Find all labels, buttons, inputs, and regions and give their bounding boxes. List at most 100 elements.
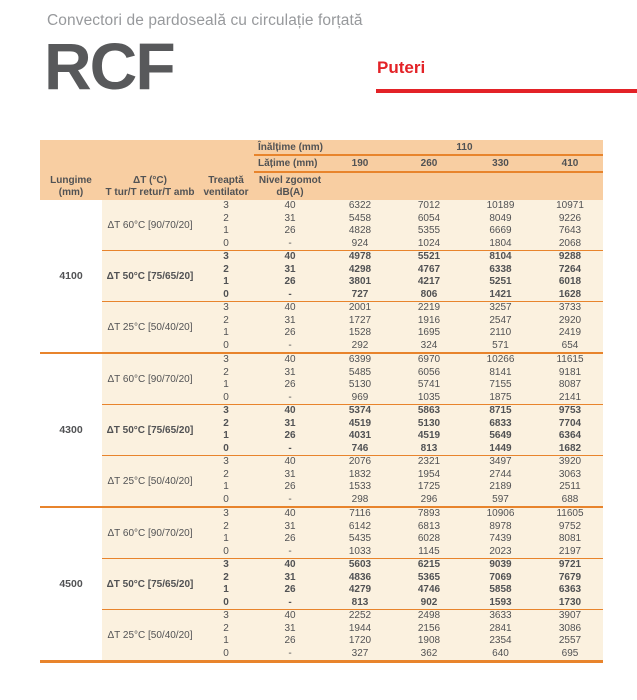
power-value-cell: 6056 — [417, 366, 441, 378]
fan-step-cell: 0 — [223, 391, 229, 403]
power-value-cell: 7116 — [349, 508, 371, 519]
power-value-cell: 1682 — [558, 442, 582, 454]
power-value-cell: 9288 — [558, 251, 582, 262]
power-value-cell: 2841 — [489, 622, 512, 634]
power-value-cell: 7679 — [558, 571, 582, 583]
fan-step-cell: 1 — [223, 481, 229, 492]
fan-step-cell: 2 — [223, 571, 229, 583]
power-value-cell: 8104 — [489, 251, 512, 262]
power-value-cell: 9181 — [558, 366, 582, 378]
power-value-cell: 1725 — [417, 481, 441, 492]
power-value-cell: 3920 — [558, 456, 582, 467]
header-divider — [254, 154, 603, 156]
col-header-dt: ΔT (°C) T tur/T retur/T amb — [105, 174, 195, 198]
power-value-cell: 5858 — [489, 584, 512, 595]
dt-block: ΔT 60°C [90/70/20] 3 40 6322 7012 10189 10971 2… — [102, 200, 603, 250]
power-value-cell: 9721 — [558, 559, 582, 570]
fan-step-cell: 1 — [223, 379, 229, 390]
power-value-cell: 7439 — [489, 533, 512, 544]
power-value-cell: 324 — [420, 339, 438, 351]
fan-step-cell: 0 — [223, 442, 229, 454]
power-value-cell: 5355 — [417, 225, 441, 236]
fan-step-cell: 3 — [223, 354, 229, 365]
dt-blocks: ΔT 60°C [90/70/20] 3 40 7116 7893 10906 11605 2… — [102, 508, 603, 660]
power-value-cell: 4298 — [348, 263, 372, 275]
fan-step-cell: 3 — [223, 405, 229, 416]
power-value-cell: 2197 — [558, 545, 582, 557]
dt-block: ΔT 60°C [90/70/20] 3 40 7116 7893 10906 11605 2… — [102, 508, 603, 558]
dt-label-cell: ΔT 25°C [50/40/20] — [107, 475, 193, 487]
power-value-cell: 2252 — [348, 610, 372, 621]
power-value-cell: 3257 — [489, 302, 512, 313]
power-value-cell: 1944 — [348, 622, 372, 634]
noise-level-cell: 26 — [284, 225, 296, 236]
fan-step-cell: 0 — [223, 288, 229, 300]
power-value-cell: 654 — [561, 339, 579, 351]
power-value-cell: 1916 — [417, 314, 441, 326]
col-header-length: Lungime (mm) — [50, 174, 92, 198]
noise-level-cell: 31 — [284, 468, 296, 480]
power-value-cell: 2219 — [417, 302, 441, 313]
fan-step-cell: 2 — [223, 417, 229, 429]
fan-step-cell: 2 — [223, 468, 229, 480]
noise-level-cell: 26 — [284, 635, 296, 646]
power-value-cell: 1628 — [558, 288, 582, 300]
dt-label-cell: ΔT 60°C [90/70/20] — [107, 527, 193, 539]
length-group: 4100 ΔT 60°C [90/70/20] 3 40 6322 7012 10189 10… — [40, 200, 603, 352]
power-value-cell: 9753 — [558, 405, 582, 416]
power-value-cell: 6399 — [348, 354, 372, 365]
dt-label-cell: ΔT 50°C [75/65/20] — [106, 424, 194, 436]
power-value-cell: 1875 — [489, 391, 512, 403]
power-value-cell: 2321 — [417, 456, 441, 467]
length-cell: 4500 — [40, 508, 102, 660]
power-value-cell: 10906 — [486, 508, 515, 519]
power-value-cell: 6215 — [417, 559, 441, 570]
power-value-cell: 924 — [351, 237, 369, 249]
power-value-cell: 813 — [420, 442, 438, 454]
noise-level-cell: 26 — [284, 379, 296, 390]
power-value-cell: 4217 — [417, 276, 441, 287]
noise-level-cell: - — [288, 493, 292, 505]
power-value-cell: 362 — [420, 647, 438, 659]
column-labels-row: Lungime (mm) ΔT (°C) T tur/T retur/T amb… — [40, 173, 603, 200]
power-value-cell: 4767 — [417, 263, 441, 275]
power-value-cell: 6028 — [417, 533, 441, 544]
dt-label-cell: ΔT 60°C [90/70/20] — [107, 373, 193, 385]
power-value-cell: 2511 — [559, 481, 581, 492]
table-header: Înălțime (mm) 110 Lățime (mm) 190 260 33… — [40, 140, 603, 200]
power-value-cell: 6813 — [417, 520, 441, 532]
width-value: 410 — [561, 158, 579, 169]
noise-level-cell: 31 — [284, 571, 296, 583]
fan-step-cell: 0 — [223, 596, 229, 608]
fan-step-cell: 2 — [223, 263, 229, 275]
fan-step-cell: 0 — [223, 647, 229, 659]
fan-step-cell: 3 — [223, 508, 229, 519]
power-value-cell: 2557 — [558, 635, 582, 646]
power-value-cell: 2023 — [489, 545, 512, 557]
power-value-cell: 1954 — [417, 468, 441, 480]
power-value-cell: 2141 — [558, 391, 582, 403]
power-value-cell: 2156 — [417, 622, 441, 634]
dt-blocks: ΔT 60°C [90/70/20] 3 40 6322 7012 10189 10971 2… — [102, 200, 603, 352]
col-header-noise: Nivel zgomot dB(A) — [258, 174, 322, 198]
power-value-cell: 10189 — [486, 200, 515, 211]
power-value-cell: 292 — [351, 339, 369, 351]
tab-puteri[interactable]: Puteri — [377, 58, 426, 77]
fan-step-cell: 0 — [223, 493, 229, 505]
noise-level-cell: 40 — [284, 405, 296, 416]
noise-level-cell: - — [288, 596, 292, 608]
power-value-cell: 7155 — [489, 379, 512, 390]
power-value-cell: 2001 — [348, 302, 372, 313]
noise-level-cell: - — [288, 237, 292, 249]
power-value-cell: 7069 — [489, 571, 512, 583]
power-value-cell: 4031 — [348, 430, 372, 441]
power-value-cell: 1449 — [489, 442, 512, 454]
height-row: Înălțime (mm) 110 — [40, 140, 603, 154]
power-value-cell: 727 — [351, 288, 369, 300]
power-value-cell: 3801 — [348, 276, 372, 287]
power-value-cell: 1528 — [348, 327, 372, 338]
fan-step-cell: 2 — [223, 366, 229, 378]
fan-step-cell: 3 — [223, 200, 229, 211]
power-value-cell: 806 — [420, 288, 438, 300]
